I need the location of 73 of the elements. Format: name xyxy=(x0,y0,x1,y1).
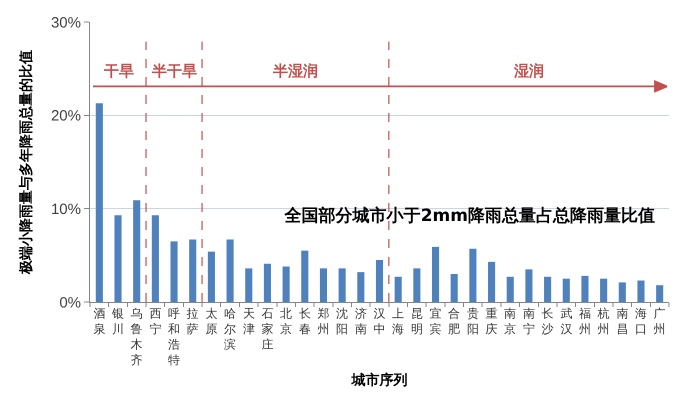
x-tick-label: 呼和浩特 xyxy=(168,306,180,368)
x-tick-label: 福州 xyxy=(578,306,591,336)
y-tick-label: 10% xyxy=(50,200,81,218)
bar xyxy=(450,274,458,302)
x-tick-label: 贵阳 xyxy=(466,306,479,336)
bar xyxy=(152,215,159,302)
y-tick-label: 20% xyxy=(50,108,81,125)
bar xyxy=(432,246,440,302)
bar xyxy=(656,285,664,302)
bar xyxy=(544,276,552,302)
bar xyxy=(226,239,234,302)
x-tick-label: 西宁 xyxy=(149,306,162,336)
bar xyxy=(114,215,122,302)
x-tick-label: 银川 xyxy=(111,306,124,336)
x-tick-label: 沈阳 xyxy=(336,306,348,336)
y-tick-label: 0% xyxy=(59,294,81,312)
x-tick-label: 拉萨 xyxy=(186,306,199,336)
bar xyxy=(618,282,626,302)
x-axis-title: 城市序列 xyxy=(350,372,408,388)
x-tick-label: 酒泉 xyxy=(93,306,106,336)
x-tick-label: 天津 xyxy=(242,306,255,336)
bar xyxy=(376,260,384,302)
bar xyxy=(170,241,178,302)
x-tick-label: 长春 xyxy=(298,306,311,336)
bar xyxy=(301,250,308,302)
text: 全国部分城市小于2mm降雨总量占总降雨量比值 xyxy=(284,206,655,226)
x-tick-label: 济南 xyxy=(354,306,367,336)
bar xyxy=(133,200,140,302)
x-tick-label: 太原 xyxy=(205,306,218,336)
annotation: 干旱 xyxy=(103,63,134,80)
x-tick-label: 海口 xyxy=(634,306,647,336)
x-tick-label: 石家庄 xyxy=(261,306,274,352)
x-tick-label: 南京 xyxy=(504,306,516,336)
bar xyxy=(600,278,608,302)
x-tick-label: 武汉 xyxy=(560,306,572,336)
bar xyxy=(208,252,215,302)
bar xyxy=(282,266,290,302)
x-tick-label: 郑州 xyxy=(317,306,330,336)
x-tick-label: 北京 xyxy=(280,306,292,336)
bar xyxy=(245,268,252,302)
x-tick-label: 广州 xyxy=(654,306,666,336)
x-tick-label: 乌鲁木齐 xyxy=(130,306,143,368)
bar xyxy=(394,276,402,302)
x-tick-label: 杭州 xyxy=(596,306,610,336)
x-tick-label: 南昌 xyxy=(616,306,628,336)
annotation: 湿润 xyxy=(513,62,544,80)
x-tick-label: 上海 xyxy=(392,306,404,336)
x-tick-label: 合肥 xyxy=(448,306,460,336)
y-axis-title: 极端小降雨量与多年降雨总量的比值 xyxy=(18,50,35,275)
bar xyxy=(413,268,420,302)
x-tick-label: 南宁 xyxy=(522,306,535,336)
bar xyxy=(357,272,364,302)
x-tick-label: 重庆 xyxy=(486,306,498,336)
bar xyxy=(525,269,532,302)
y-tick-label: 30% xyxy=(50,14,81,32)
x-tick-label: 昆明 xyxy=(410,306,423,336)
bar xyxy=(320,268,328,302)
bar xyxy=(488,262,496,302)
x-tick-label: 哈尔滨 xyxy=(224,306,236,352)
annotation: 半湿润 xyxy=(272,62,318,80)
x-tick-label: 宜宾 xyxy=(430,306,442,336)
bar xyxy=(469,248,476,302)
annotation: 半干旱 xyxy=(151,63,197,80)
bar xyxy=(264,264,271,302)
bar xyxy=(506,276,514,302)
x-tick-label: 汉中 xyxy=(374,306,386,336)
bar xyxy=(189,239,196,302)
bar xyxy=(338,268,346,302)
bar xyxy=(96,103,103,302)
bar xyxy=(637,280,645,302)
x-tick-label: 长沙 xyxy=(542,306,554,336)
bar xyxy=(581,276,588,302)
bar xyxy=(562,278,570,302)
